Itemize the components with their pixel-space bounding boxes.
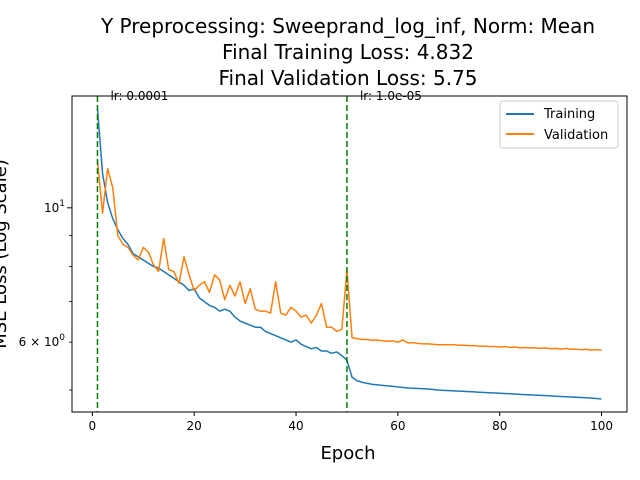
y-axis-ticks: 101 6 × 100: [19, 199, 72, 391]
x-tick-label: 0: [89, 419, 97, 433]
x-tick-label: 40: [288, 419, 303, 433]
x-tick-label: 100: [590, 419, 613, 433]
legend-box: [499, 100, 619, 149]
series-layer: [96, 108, 602, 400]
plot-area: lr: 0.0001 lr: 1.0e-05 0 20 40 60 80 100 1016 …: [19, 89, 628, 433]
x-axis-ticks: 0 20 40 60 80 100: [89, 412, 613, 433]
y-major-tick-label: 101: [44, 199, 65, 215]
y-minor-tick-label: 6 × 100: [19, 333, 66, 349]
chart-title-line-1: Y Preprocessing: Sweeprand_log_inf, Norm…: [100, 14, 595, 38]
x-tick-label: 20: [187, 419, 202, 433]
series-line-training: [96, 108, 602, 400]
x-tick-label: 60: [390, 419, 405, 433]
legend-label-training: Training: [543, 107, 595, 122]
x-axis-label: Epoch: [320, 443, 375, 464]
legend: Training Validation: [499, 100, 619, 149]
chart-title-line-3: Final Validation Loss: 5.75: [218, 66, 477, 90]
plot-frame: [71, 95, 628, 413]
series-line-validation: [96, 159, 602, 351]
y-axis-label: MSE Loss (Log Scale): [0, 159, 11, 349]
x-tick-label: 80: [492, 419, 507, 433]
chart-title-line-2: Final Training Loss: 4.832: [222, 40, 474, 64]
legend-label-validation: Validation: [544, 128, 608, 143]
